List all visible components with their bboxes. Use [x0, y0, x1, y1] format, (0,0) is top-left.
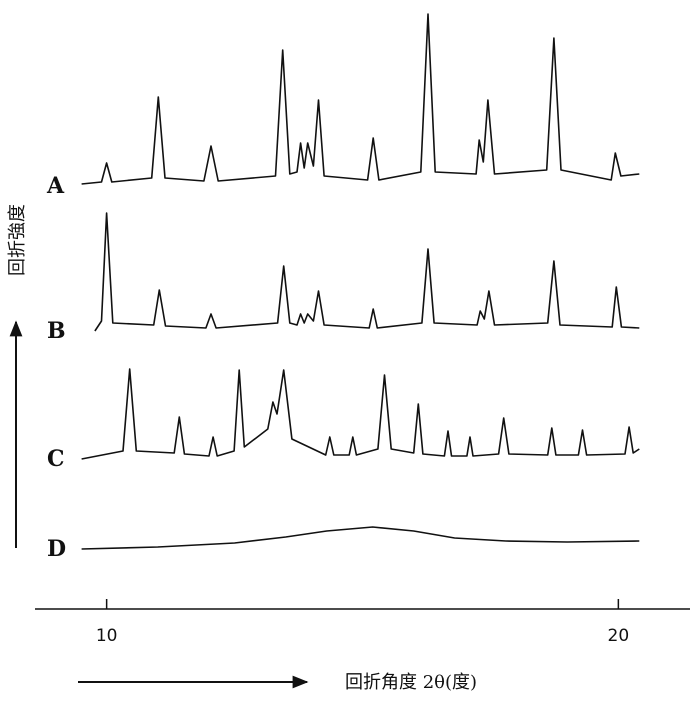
pattern-line: [81, 13, 640, 185]
x-tick-label: 20: [608, 626, 630, 646]
series-name: D: [47, 536, 66, 562]
pattern-line: [81, 368, 640, 460]
x-axis-label: 回折角度 2θ(度): [345, 672, 477, 693]
series-name: B: [47, 318, 66, 344]
pattern-line: [94, 212, 640, 332]
y-axis-label: 回折強度: [7, 204, 28, 276]
x-tick-label: 10: [96, 626, 118, 646]
series-name: A: [46, 173, 65, 199]
pattern-line: [81, 526, 640, 550]
series-name: C: [47, 446, 65, 472]
